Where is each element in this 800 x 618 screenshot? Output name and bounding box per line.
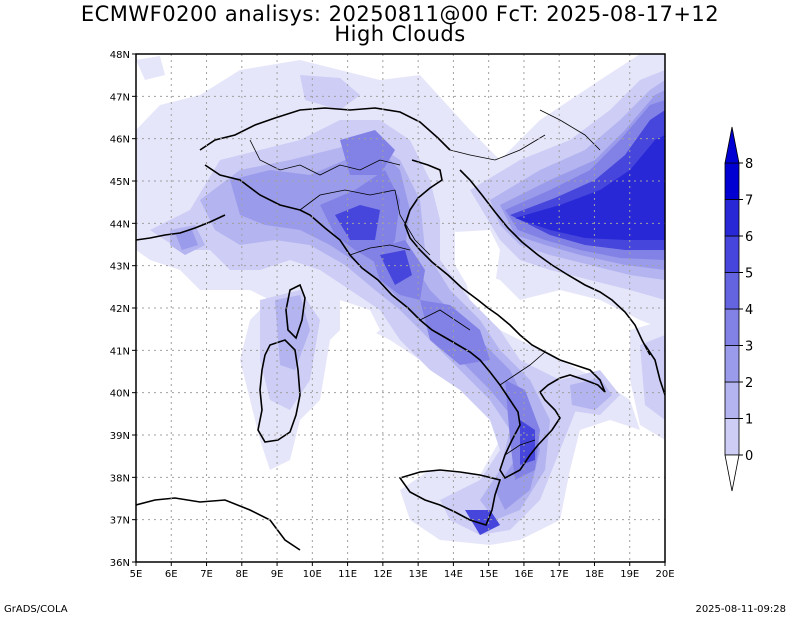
lon-label: 11E bbox=[338, 569, 357, 580]
lat-label: 46N bbox=[110, 135, 130, 146]
colorbar-label: 0 bbox=[745, 449, 753, 464]
lon-label: 9E bbox=[271, 569, 284, 580]
lon-label: 17E bbox=[550, 569, 569, 580]
map-subtitle: High Clouds bbox=[334, 22, 466, 46]
lon-label: 13E bbox=[409, 569, 428, 580]
lon-label: 14E bbox=[444, 569, 463, 580]
lon-label: 15E bbox=[479, 569, 498, 580]
colorbar-bottom-arrow bbox=[724, 454, 740, 492]
lat-label: 42N bbox=[110, 304, 130, 315]
longitude-labels: 5E 6E 7E 8E 9E 10E 11E 12E 13E 14E 15E 16E 17E 18E 19E… bbox=[130, 562, 675, 580]
colorbar-label: 6 bbox=[745, 230, 753, 245]
lat-label: 40N bbox=[110, 389, 130, 400]
lon-label: 19E bbox=[620, 569, 639, 580]
colorbar-segment bbox=[724, 381, 740, 419]
lat-label: 38N bbox=[110, 473, 130, 484]
lat-label: 36N bbox=[110, 558, 130, 569]
colorbar-segment bbox=[724, 235, 740, 273]
lat-label: 44N bbox=[110, 219, 130, 230]
lon-label: 6E bbox=[165, 569, 178, 580]
colorbar-segment bbox=[724, 162, 740, 200]
lat-label: 45N bbox=[110, 177, 130, 188]
lon-label: 8E bbox=[235, 569, 248, 580]
colorbar-label: 4 bbox=[745, 303, 753, 318]
latitude-labels: 48N 47N 46N 45N 44N 43N 42N 41N 40N 39N 38N 37N 36N bbox=[110, 50, 136, 569]
lon-label: 5E bbox=[130, 569, 143, 580]
lat-label: 39N bbox=[110, 431, 130, 442]
colorbar-segment bbox=[724, 272, 740, 310]
lon-label: 16E bbox=[514, 569, 533, 580]
grid-lines bbox=[136, 54, 665, 562]
lon-label: 10E bbox=[303, 569, 322, 580]
lat-label: 37N bbox=[110, 516, 130, 527]
map-title: ECMWF0200 analisys: 20250811@00 FcT: 202… bbox=[80, 2, 720, 26]
lat-label: 47N bbox=[110, 92, 130, 103]
lat-label: 41N bbox=[110, 346, 130, 357]
colorbar-segment bbox=[724, 199, 740, 237]
lat-label: 43N bbox=[110, 262, 130, 273]
colorbar-label: 2 bbox=[745, 376, 753, 391]
colorbar-label: 1 bbox=[745, 413, 753, 428]
footer-timestamp: 2025-08-11-09:28 bbox=[695, 604, 786, 615]
lon-label: 12E bbox=[373, 569, 392, 580]
colorbar-segment bbox=[724, 418, 740, 456]
colorbar-segment bbox=[724, 308, 740, 346]
lon-label: 7E bbox=[200, 569, 213, 580]
colorbar-top-arrow bbox=[724, 126, 740, 164]
colorbar: 0 1 2 3 4 5 6 7 8 bbox=[724, 126, 753, 492]
colorbar-label: 3 bbox=[745, 340, 753, 355]
colorbar-label: 8 bbox=[745, 157, 753, 172]
lon-label: 18E bbox=[585, 569, 604, 580]
footer-credit: GrADS/COLA bbox=[4, 604, 68, 615]
lon-label: 20E bbox=[655, 569, 674, 580]
colorbar-segment bbox=[724, 345, 740, 383]
colorbar-label: 5 bbox=[745, 267, 753, 282]
colorbar-label: 7 bbox=[745, 194, 753, 209]
regional-borders bbox=[249, 109, 601, 456]
lat-label: 48N bbox=[110, 50, 130, 61]
